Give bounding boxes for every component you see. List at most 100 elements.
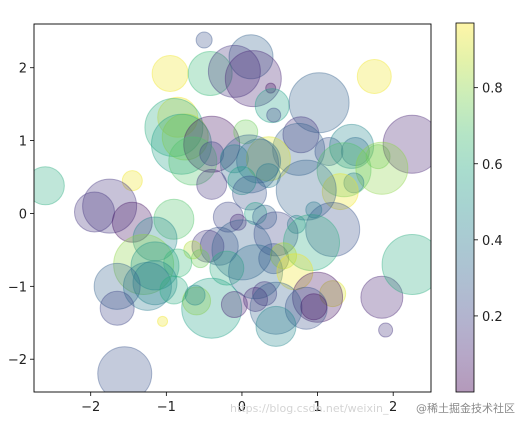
data-point	[321, 173, 359, 211]
data-point	[99, 290, 135, 326]
data-point	[244, 201, 268, 225]
data-point	[122, 261, 172, 311]
data-point	[153, 198, 195, 240]
data-point	[199, 141, 225, 167]
data-point	[300, 293, 328, 321]
data-point	[199, 226, 239, 266]
colorbar-tick-label: 0.6	[482, 158, 503, 173]
data-point	[97, 346, 153, 392]
data-point	[255, 163, 281, 189]
data-point	[195, 31, 213, 49]
data-point	[286, 214, 306, 234]
data-point	[187, 51, 233, 97]
watermark: https://blog.csdn.net/weixin_ @稀土掘金技术社区	[230, 398, 529, 418]
data-point	[253, 211, 299, 257]
data-point	[266, 107, 282, 123]
data-point	[314, 137, 344, 167]
data-point	[343, 172, 365, 194]
colorbar	[455, 22, 475, 393]
y-tick-label: −1	[8, 280, 27, 295]
data-point	[232, 175, 268, 211]
data-point	[211, 219, 273, 281]
data-point	[111, 201, 153, 243]
colorbar-tick-label: 0.2	[482, 310, 503, 325]
data-point	[378, 322, 394, 338]
data-point	[284, 286, 328, 330]
data-point	[196, 168, 228, 200]
data-point	[93, 262, 141, 310]
data-point	[265, 82, 277, 94]
colorbar-tick-label: 0.4	[482, 234, 503, 249]
data-point	[227, 166, 257, 196]
data-point	[191, 229, 225, 263]
y-tick-label: 0	[19, 207, 27, 222]
y-axis: −2 −1 0 1 2	[8, 62, 34, 368]
data-point	[150, 113, 212, 175]
data-point	[382, 114, 431, 174]
data-point	[212, 201, 244, 233]
data-point	[182, 286, 212, 316]
data-point	[249, 281, 303, 335]
data-point	[228, 34, 274, 80]
data-point	[209, 250, 245, 286]
data-point	[144, 97, 204, 157]
y-tick-label: 2	[19, 62, 27, 77]
data-point	[356, 58, 392, 94]
data-point	[288, 72, 350, 134]
data-point	[276, 253, 314, 291]
data-point	[355, 141, 409, 195]
data-point	[365, 144, 391, 170]
data-point	[183, 240, 203, 260]
x-tick-label: −2	[81, 400, 100, 415]
data-point	[161, 113, 209, 161]
data-point	[181, 277, 243, 339]
data-point	[319, 280, 347, 308]
colorbar-tick-label: 0.8	[482, 82, 503, 97]
data-point	[34, 166, 65, 206]
points-layer	[34, 31, 431, 392]
data-point	[258, 243, 290, 275]
x-axis: −2 −1 0 1 2	[81, 392, 397, 415]
x-tick-label: −1	[157, 400, 176, 415]
data-point	[229, 213, 247, 231]
data-point	[243, 286, 269, 312]
data-point	[113, 233, 175, 295]
data-point	[305, 201, 361, 257]
data-point	[329, 123, 375, 169]
data-point	[219, 144, 249, 174]
data-point	[82, 178, 138, 234]
data-point	[163, 248, 193, 278]
data-point	[157, 315, 169, 327]
data-point	[132, 216, 178, 262]
data-point	[316, 142, 372, 198]
y-tick-label: −2	[8, 353, 27, 368]
x-tick-label: 1	[313, 400, 321, 415]
data-point	[252, 204, 278, 230]
data-point	[159, 275, 189, 305]
data-point	[360, 275, 404, 319]
data-point	[224, 50, 282, 108]
data-point	[207, 44, 261, 98]
data-point	[282, 116, 320, 154]
data-point	[151, 55, 189, 93]
data-point	[220, 134, 280, 194]
y-tick-label: 1	[19, 135, 27, 150]
data-point	[220, 291, 248, 319]
plot-frame	[33, 23, 432, 393]
colorbar-axis: 0.2 0.4 0.6 0.8	[474, 82, 503, 325]
data-point	[121, 170, 143, 192]
data-point	[132, 260, 178, 306]
data-point	[236, 138, 282, 184]
data-point	[245, 136, 291, 182]
data-point	[255, 305, 297, 347]
data-point	[252, 281, 278, 307]
data-point	[254, 88, 290, 124]
data-point	[283, 214, 341, 272]
data-point	[270, 242, 298, 270]
data-point	[233, 119, 259, 145]
watermark-brand: @稀土掘金技术社区	[416, 401, 515, 415]
data-point	[157, 96, 199, 138]
data-point	[228, 244, 284, 300]
data-point	[305, 201, 323, 219]
